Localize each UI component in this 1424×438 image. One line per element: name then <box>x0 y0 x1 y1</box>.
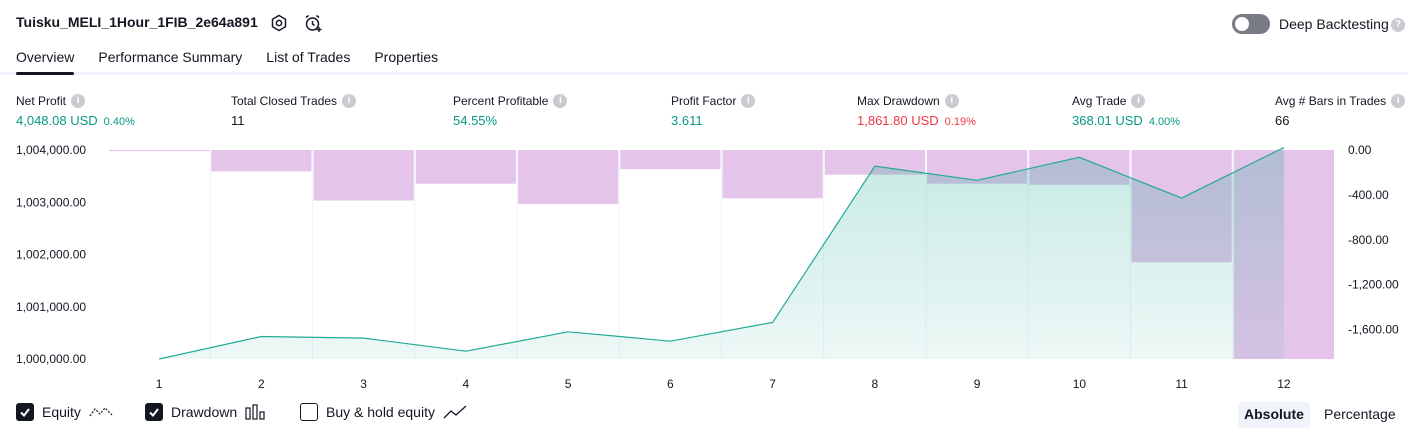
drawdown-bar[interactable] <box>415 150 516 184</box>
deep-backtesting-help-icon[interactable]: ? <box>1391 18 1405 32</box>
buy-hold-checkbox[interactable] <box>300 403 318 421</box>
tab-list-of-trades[interactable]: List of Trades <box>266 49 351 65</box>
tab-overview[interactable]: Overview <box>16 49 75 75</box>
metric-label: Profit Factor <box>671 94 737 108</box>
metric-total-closed-trades: Total Closed Trades i 11 <box>231 94 357 128</box>
x-axis-tick-label: 10 <box>1073 377 1087 391</box>
tab-bar: Overview Performance Summary List of Tra… <box>16 49 462 75</box>
right-axis-tick-label: -400.00 <box>1348 188 1389 202</box>
deep-backtesting-toggle[interactable] <box>1232 14 1270 34</box>
drawdown-bar[interactable] <box>313 150 414 201</box>
x-axis-tick-label: 8 <box>872 377 879 391</box>
buy-hold-label: Buy & hold equity <box>326 404 435 420</box>
drawdown-bar[interactable] <box>109 150 210 152</box>
metric-percent-profitable: Percent Profitable i 54.55% <box>453 94 568 128</box>
info-icon[interactable]: i <box>1131 94 1146 108</box>
trend-line-icon <box>443 405 467 419</box>
metric-label: Avg Trade <box>1072 94 1127 108</box>
drawdown-checkbox[interactable] <box>145 403 163 421</box>
drawdown-bar[interactable] <box>518 150 619 204</box>
x-axis-tick-label: 7 <box>769 377 776 391</box>
metric-percent: 0.40% <box>103 116 135 128</box>
right-axis-tick-label: -1,600.00 <box>1348 323 1399 337</box>
drawdown-bar[interactable] <box>620 150 721 170</box>
equity-label: Equity <box>42 404 81 420</box>
x-axis-tick-label: 6 <box>667 377 674 391</box>
metric-value: 11 <box>231 113 245 128</box>
info-icon[interactable]: i <box>1391 94 1406 108</box>
absolute-toggle-button[interactable]: Absolute <box>1238 402 1310 428</box>
right-axis-tick-label: -1,200.00 <box>1348 278 1399 292</box>
x-axis-tick-label: 5 <box>565 377 572 391</box>
x-axis-tick-label: 1 <box>156 377 163 391</box>
equity-line-icon <box>89 407 113 417</box>
x-axis-tick-label: 12 <box>1277 377 1291 391</box>
drawdown-label: Drawdown <box>171 404 238 420</box>
legend-equity[interactable]: Equity <box>16 403 113 421</box>
info-icon[interactable]: i <box>944 94 959 108</box>
tab-performance-summary[interactable]: Performance Summary <box>98 49 243 65</box>
add-alert-clock-icon[interactable] <box>303 13 323 33</box>
left-axis-tick-label: 1,002,000.00 <box>16 248 86 262</box>
metric-value: 3.611 <box>671 113 703 128</box>
left-axis-tick-label: 1,001,000.00 <box>16 300 86 314</box>
x-axis-tick-label: 11 <box>1175 377 1188 391</box>
info-icon[interactable]: i <box>741 94 756 108</box>
metric-value: 4,048.08 USD <box>16 113 98 128</box>
metric-label: Percent Profitable <box>453 94 549 108</box>
metric-value: 368.01 USD <box>1072 113 1143 128</box>
drawdown-bar[interactable] <box>211 150 312 172</box>
settings-gear-icon[interactable] <box>269 13 289 33</box>
tab-properties[interactable]: Properties <box>374 49 439 65</box>
metric-label: Net Profit <box>16 94 67 108</box>
strategy-title: Tuisku_MELI_1Hour_1FIB_2e64a891 <box>16 14 258 30</box>
tabs-divider <box>0 72 1408 75</box>
x-axis-tick-label: 2 <box>258 377 265 391</box>
equity-area <box>159 147 1284 359</box>
legend-buy-hold[interactable]: Buy & hold equity <box>300 403 467 421</box>
metric-value: 66 <box>1275 113 1290 128</box>
left-axis-tick-label: 1,000,000.00 <box>16 352 86 366</box>
metric-max-drawdown: Max Drawdown i 1,861.80 USD 0.19% <box>857 94 976 128</box>
deep-backtesting-label: Deep Backtesting <box>1279 16 1389 32</box>
equity-checkbox[interactable] <box>16 403 34 421</box>
metric-value: 1,861.80 USD <box>857 113 939 128</box>
left-axis-tick-label: 1,003,000.00 <box>16 195 86 209</box>
right-axis-tick-label: 0.00 <box>1348 143 1372 157</box>
metric-net-profit: Net Profit i 4,048.08 USD 0.40% <box>16 94 135 128</box>
info-icon[interactable]: i <box>553 94 568 108</box>
metric-profit-factor: Profit Factor i 3.611 <box>671 94 756 128</box>
metric-avg-trade: Avg Trade i 368.01 USD 4.00% <box>1072 94 1180 128</box>
legend-drawdown[interactable]: Drawdown <box>145 403 267 421</box>
info-icon[interactable]: i <box>71 94 86 108</box>
metric-value: 54.55% <box>453 113 498 128</box>
toggle-knob <box>1235 17 1249 31</box>
left-axis-tick-label: 1,004,000.00 <box>16 143 86 157</box>
percentage-toggle-button[interactable]: Percentage <box>1324 406 1396 422</box>
metric-percent: 0.19% <box>944 116 976 128</box>
x-axis-tick-label: 9 <box>974 377 981 391</box>
metric-label: Max Drawdown <box>857 94 940 108</box>
drawdown-bar[interactable] <box>722 150 823 199</box>
x-axis-tick-label: 4 <box>463 377 470 391</box>
metric-label: Total Closed Trades <box>231 94 338 108</box>
right-axis-tick-label: -800.00 <box>1348 233 1389 247</box>
bar-chart-icon <box>245 404 265 420</box>
metric-percent: 4.00% <box>1148 116 1181 128</box>
metric-avg-bars-in-trades: Avg # Bars in Trades i 66 <box>1275 94 1406 128</box>
equity-line[interactable] <box>158 146 1285 360</box>
x-axis-tick-label: 3 <box>360 377 367 391</box>
info-icon[interactable]: i <box>342 94 357 108</box>
metric-label: Avg # Bars in Trades <box>1275 94 1387 108</box>
equity-drawdown-chart[interactable]: 1,004,000.00 1,003,000.00 1,002,000.00 1,00… <box>0 140 1424 395</box>
